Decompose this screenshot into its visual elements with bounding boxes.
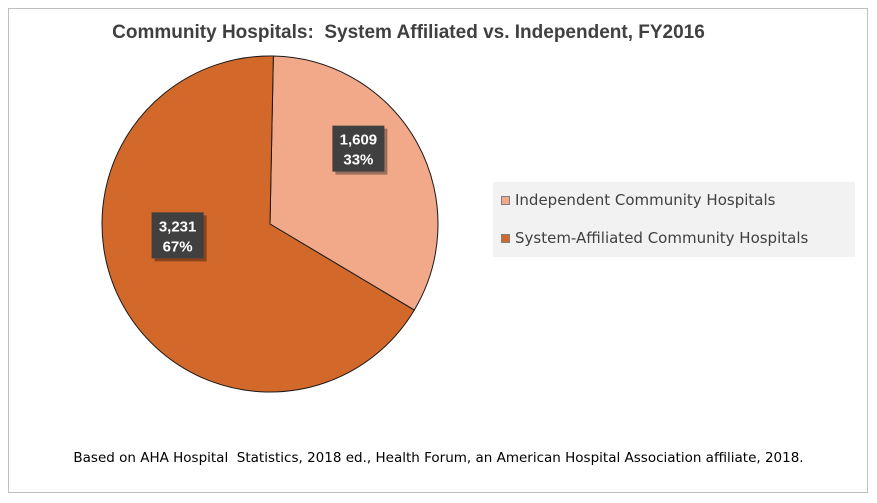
legend-swatch-independent	[501, 195, 510, 205]
chart-title: Community Hospitals: System Affiliated v…	[112, 22, 705, 43]
legend-item-independent: Independent Community Hospitals	[501, 190, 775, 210]
legend-label-system-affiliated: System-Affiliated Community Hospitals	[515, 229, 809, 247]
data-label-percent-system-affiliated: 67%	[163, 238, 193, 255]
legend-swatch-system-affiliated	[501, 233, 510, 243]
data-label-value-system-affiliated: 3,231	[159, 218, 197, 235]
legend: Independent Community Hospitals System-A…	[493, 182, 855, 257]
data-label-value-independent: 1,609	[340, 132, 378, 149]
data-label-system-affiliated: 3,231 67%	[151, 212, 207, 262]
data-label-percent-independent: 33%	[343, 152, 373, 169]
legend-label-independent: Independent Community Hospitals	[515, 191, 776, 209]
pie-slice-independent	[269, 55, 439, 311]
source-note: Based on AHA Hospital Statistics, 2018 e…	[73, 450, 804, 466]
pie-slice-system-affiliated	[101, 55, 415, 393]
data-label-independent: 1,609 33%	[332, 125, 388, 175]
legend-item-system-affiliated: System-Affiliated Community Hospitals	[501, 228, 808, 248]
